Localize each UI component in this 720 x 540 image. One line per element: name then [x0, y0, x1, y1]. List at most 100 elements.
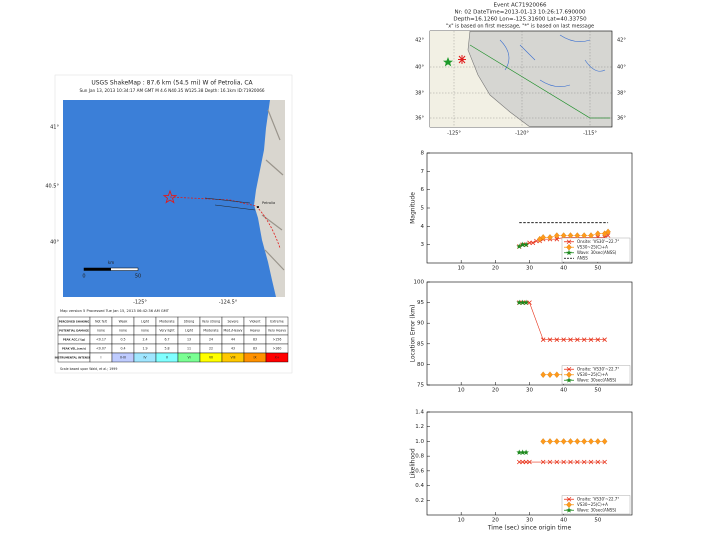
marker: [516, 243, 523, 249]
cell-text: 13: [187, 338, 191, 342]
map-lon-label: -120°: [515, 131, 529, 137]
cell-text: X+: [275, 356, 280, 360]
marker: [588, 438, 594, 445]
cell-text: VI: [187, 356, 190, 360]
marker: [540, 438, 546, 445]
map-lat-label: 36°: [415, 116, 424, 122]
epicenter: [162, 189, 178, 204]
row-header: POTENTIAL DAMAGE: [59, 329, 89, 333]
cell-text: VII: [209, 356, 213, 360]
map-lon-label: -125°: [447, 131, 461, 137]
y-axis-label: Location Error (km): [410, 305, 417, 363]
marker: [602, 459, 607, 465]
legend-label: VS30~25(C)+A: [577, 244, 608, 249]
lon-label: -124.5°: [219, 300, 238, 306]
legend-label: VS30~25(C)+A: [577, 372, 608, 377]
marker: [568, 337, 573, 342]
shakemap: USGS ShakeMap : 87.6 km (54.5 mi) W of P…: [45, 74, 293, 374]
event-star-last: [458, 55, 466, 64]
marker: [516, 299, 523, 306]
marker: [554, 232, 560, 239]
cell-text: Light: [141, 320, 150, 324]
marker: [560, 438, 567, 445]
marker: [561, 337, 566, 342]
marker: [575, 459, 580, 465]
x-tick-label: 30: [526, 266, 533, 272]
cell-text: 22: [209, 347, 213, 351]
marker: [561, 459, 566, 465]
map-lat-label: 38°: [415, 91, 424, 97]
marker: [519, 241, 526, 248]
map-lat-label: 42°: [415, 38, 424, 44]
x-tick-label: 30: [526, 388, 533, 394]
x-tick-label: 20: [492, 388, 499, 394]
cell-text: <0.17: [96, 338, 106, 342]
cell-text: Strong: [184, 320, 195, 324]
cell-text: 43: [231, 347, 235, 351]
legend-box: [561, 495, 631, 515]
terrain: [261, 109, 285, 271]
cell-text: V: [166, 356, 169, 360]
cell-text: 24: [209, 338, 213, 342]
cell-text: Not felt: [95, 320, 108, 324]
marker: [595, 337, 601, 342]
row-header: INSTRUMENTAL INTENSITY: [55, 356, 94, 360]
marker: [574, 438, 581, 445]
marker: [516, 459, 522, 465]
legend-marker: [566, 239, 572, 245]
cell-text: Light: [185, 329, 194, 333]
fault-trace: [169, 196, 281, 249]
legend-label: Wave: 30sec(ANSS): [577, 377, 617, 382]
lat-label: 40°: [50, 240, 59, 246]
x-tick-label: 40: [560, 518, 567, 524]
cell-text: IX: [253, 356, 257, 360]
event-star-first: [443, 57, 453, 67]
marker: [581, 337, 587, 342]
x-axis-label: Time (sec) since origin time: [487, 525, 572, 532]
shakemap-title: USGS ShakeMap : 87.6 km (54.5 mi) W of P…: [91, 80, 253, 87]
marker: [554, 236, 560, 242]
y-tick-label: 80: [417, 362, 424, 368]
event-map: Event AC71920066 Nr: 02 DateTime=2013-01…: [415, 3, 626, 137]
marker: [575, 337, 580, 342]
legend-marker: [566, 496, 572, 502]
river: [499, 34, 606, 87]
marker: [595, 459, 601, 465]
cell-text: II-III: [120, 356, 126, 360]
x-tick-label: 40: [560, 266, 567, 272]
cell-text: 83: [253, 347, 257, 351]
row-header: PEAK ACC.(%g): [63, 338, 85, 342]
x-tick-label: 50: [594, 518, 601, 524]
processed-note: Map version 5 Processed Tue Jan 15, 2013…: [60, 309, 170, 313]
marker: [547, 234, 553, 241]
marker: [523, 241, 529, 248]
marker: [554, 337, 560, 342]
y-axis-label: Likelihood: [410, 448, 417, 478]
table-cell: [265, 352, 289, 363]
cell-text: Mod./Heavy: [224, 329, 243, 333]
cell-text: 1.9: [142, 347, 147, 351]
scale-unit: km: [108, 260, 114, 265]
y-tick-label: 1.2: [415, 424, 424, 430]
y-tick-label: 6: [421, 187, 425, 193]
cell-text: Very Heavy: [268, 329, 286, 333]
cell-text: >156: [273, 338, 282, 342]
cell-text: Extreme: [270, 320, 283, 324]
event-title: Event AC71920066: [493, 3, 547, 9]
cell-text: VIII: [230, 356, 235, 360]
x-tick-label: 10: [458, 518, 465, 524]
marker: [523, 449, 529, 455]
cell-text: I: [101, 356, 102, 360]
scale-tick: 0: [82, 274, 85, 280]
land: [254, 100, 285, 297]
chart: 75 80 85 90 95 100 10 20 30 40 50 Location Error (k…: [410, 280, 633, 394]
event-title: Nr: 02 DateTime=2013-01-13 10:26:17.6900…: [455, 10, 586, 16]
lat-label: 41°: [50, 125, 59, 131]
cell-text: 11: [187, 347, 191, 351]
event-title: "x" is based on first message, "*" is ba…: [446, 24, 594, 30]
event-title: Depth=16.1260 Lon=-125.31600 Lat=40.3375…: [453, 17, 587, 23]
y-tick-label: 90: [417, 321, 424, 327]
cell-text: 6.7: [164, 338, 169, 342]
cell-text: none: [141, 329, 149, 333]
y-tick-label: 100: [414, 280, 425, 286]
